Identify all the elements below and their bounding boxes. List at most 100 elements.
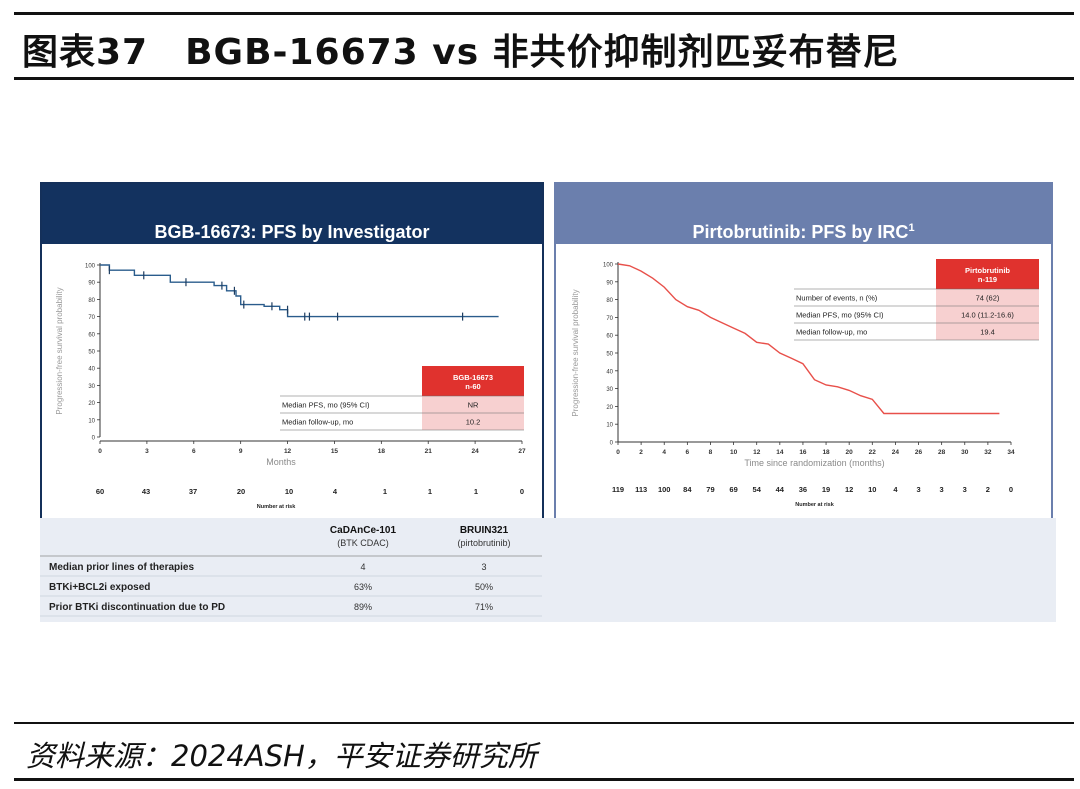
stats-row-label: Median PFS, mo (95% CI) (796, 311, 884, 320)
x-tick-label: 24 (471, 448, 479, 455)
y-tick-label: 30 (88, 384, 95, 390)
y-tick-label: 80 (606, 298, 613, 304)
x-tick-label: 12 (284, 448, 292, 455)
left-chart-title: BGB-16673: PFS by Investigator (154, 222, 430, 242)
stats-row-value: 19.4 (980, 328, 995, 337)
risk-count: 69 (729, 485, 737, 494)
stats-badge (422, 366, 524, 396)
x-tick-label: 28 (938, 449, 946, 456)
y-tick-label: 80 (88, 298, 95, 304)
right-chart-title: Pirtobrutinib: PFS by IRC1 (556, 222, 1051, 243)
x-tick-label: 30 (961, 449, 969, 456)
x-tick-label: 27 (518, 448, 526, 455)
risk-count: 54 (753, 485, 762, 494)
risk-count: 0 (520, 487, 524, 496)
risk-count: 84 (683, 485, 692, 494)
stats-value-cell (936, 306, 1039, 323)
x-tick-label: 26 (915, 449, 923, 456)
x-tick-label: 24 (892, 449, 900, 456)
comparison-cell: 4 (360, 562, 365, 572)
y-tick-label: 90 (606, 280, 613, 286)
stats-badge-name: BGB-16673 (453, 373, 493, 382)
comparison-cell: 50% (475, 582, 493, 592)
stats-row-value: NR (468, 401, 479, 410)
comparison-section: CaDAnCe-101 (BTK CDAC) BRUIN321 (pirtobruti… (40, 518, 1056, 622)
left-panel-body: 0 10 20 30 40 50 60 70 80 90 100 0 3 6 9 12 15 18 21 24 27 Mo… (42, 244, 542, 519)
risk-count: 100 (658, 485, 671, 494)
figure-footer: 资料来源：2024ASH，平安证券研究所 (14, 722, 1074, 781)
x-tick-label: 8 (709, 449, 713, 456)
y-axis-label: Progression-free survival probability (55, 287, 64, 414)
comparison-cell: 63% (354, 582, 372, 592)
y-tick-label: 60 (606, 334, 613, 340)
source-note: 资料来源：2024ASH，平安证券研究所 (26, 739, 537, 773)
comparison-column-sub: (BTK CDAC) (337, 538, 389, 548)
x-tick-label: 22 (869, 449, 877, 456)
stats-row-value: 10.2 (466, 418, 481, 427)
x-tick-label: 34 (1007, 449, 1015, 456)
stats-badge-n: n-60 (465, 382, 480, 391)
right-panel-body: 0 10 20 30 40 50 60 70 80 90 100 0 2 4 6 8 10 12 14 16 18 20 2… (556, 244, 1051, 519)
x-tick-label: 18 (822, 449, 830, 456)
stats-row-label: Number of events, n (%) (796, 294, 878, 303)
figure-title: 图表37 BGB-16673 vs 非共价抑制剂匹妥布替尼 (22, 32, 900, 73)
risk-count: 3 (916, 485, 920, 494)
y-tick-label: 100 (85, 264, 96, 270)
y-tick-label: 50 (88, 350, 95, 356)
comparison-row-label: Prior BTKi discontinuation due to PD (49, 602, 225, 613)
stats-row-value: 14.0 (11.2-16.6) (961, 311, 1014, 320)
risk-count: 1 (474, 487, 478, 496)
risk-count: 44 (776, 485, 785, 494)
comparison-table: CaDAnCe-101 (BTK CDAC) BRUIN321 (pirtobruti… (40, 525, 542, 617)
risk-count: 37 (189, 487, 197, 496)
x-tick-label: 10 (730, 449, 738, 456)
risk-count: 113 (635, 485, 647, 494)
risk-count: 12 (845, 485, 853, 494)
risk-count: 3 (963, 485, 967, 494)
x-axis-label: Months (266, 457, 296, 467)
comparison-cell: 89% (354, 602, 372, 612)
x-tick-label: 15 (331, 448, 339, 455)
y-tick-label: 60 (88, 332, 95, 338)
x-tick-label: 3 (145, 448, 149, 455)
x-tick-label: 12 (753, 449, 761, 456)
x-tick-label: 9 (239, 448, 243, 455)
stats-row-label: Median PFS, mo (95% CI) (282, 401, 370, 410)
risk-count: 43 (142, 487, 150, 496)
stats-value-cell (936, 323, 1039, 340)
risk-count: 0 (1009, 485, 1013, 494)
x-tick-label: 14 (776, 449, 784, 456)
risk-count: 10 (868, 485, 876, 494)
right-chart-title-sup: 1 (908, 222, 915, 234)
y-tick-label: 0 (610, 441, 614, 447)
y-tick-label: 70 (88, 315, 95, 321)
right-chart-panel: Pirtobrutinib: PFS by IRC1 0 10 20 30 40 50 60… (554, 182, 1053, 521)
y-tick-label: 70 (606, 316, 613, 322)
stats-badge (936, 259, 1039, 289)
y-tick-label: 10 (88, 418, 95, 424)
x-tick-label: 4 (662, 449, 666, 456)
risk-count: 20 (237, 487, 245, 496)
risk-count: 19 (822, 485, 830, 494)
x-tick-label: 6 (192, 448, 196, 455)
y-tick-label: 40 (88, 367, 95, 373)
y-tick-label: 50 (606, 352, 613, 358)
risk-count: 36 (799, 485, 807, 494)
risk-count: 2 (986, 485, 990, 494)
figure-header: 图表37 BGB-16673 vs 非共价抑制剂匹妥布替尼 (14, 12, 1074, 80)
y-tick-label: 10 (606, 423, 613, 429)
risk-count: 4 (893, 485, 898, 494)
stats-row-label: Median follow-up, mo (282, 418, 353, 427)
survival-curve (617, 263, 1000, 415)
stats-value-cell (936, 289, 1039, 306)
comparison-row-label: Median prior lines of therapies (49, 562, 194, 573)
comparison-row-label: BTKi+BCL2i exposed (49, 582, 150, 593)
risk-count: 79 (706, 485, 714, 494)
right-chart-title-text: Pirtobrutinib: PFS by IRC (692, 222, 909, 242)
left-chart-panel: BGB-16673: PFS by Investigator 0 10 20 30 40… (40, 182, 544, 521)
stats-badge-n: n-119 (978, 275, 997, 284)
risk-count: 1 (428, 487, 432, 496)
survival-curve (100, 264, 499, 318)
